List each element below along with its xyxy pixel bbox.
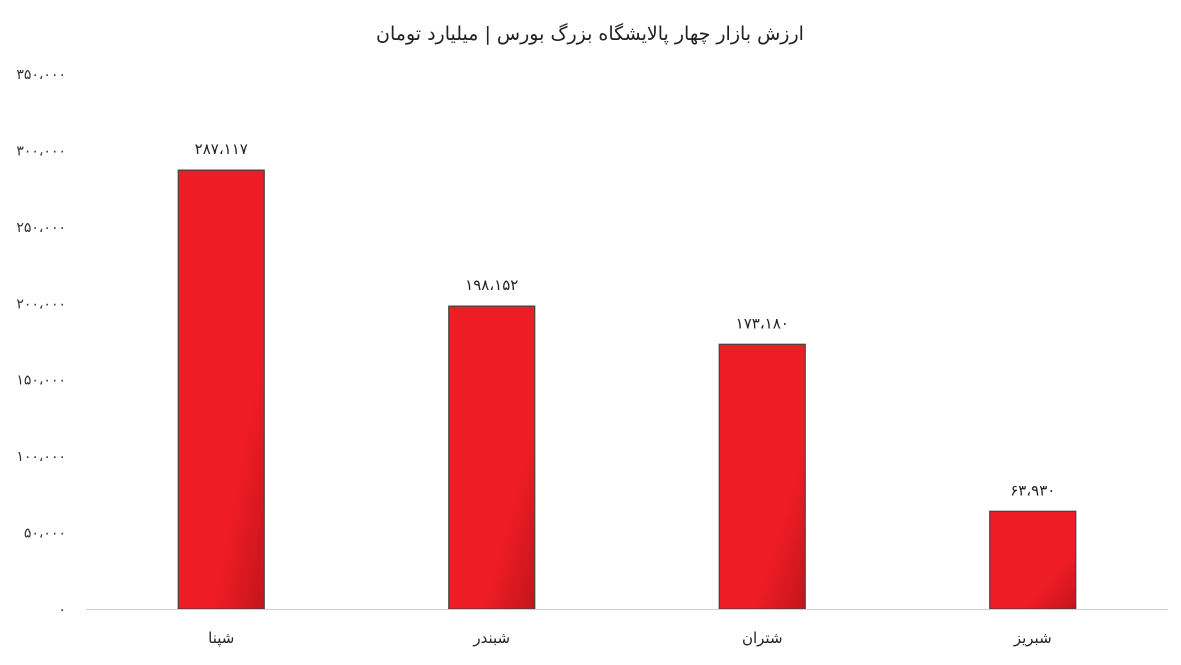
y-tick-label: ۳۵۰،۰۰۰ (16, 67, 66, 83)
y-tick-label: ۲۵۰،۰۰۰ (16, 220, 66, 236)
category-label: شتران (742, 629, 783, 647)
y-tick-label: ۰ (58, 602, 66, 618)
chart-title: ارزش بازار چهار پالایشگاه بزرگ بورس | می… (376, 22, 804, 45)
bar (989, 510, 1077, 610)
bar (718, 343, 806, 610)
y-tick-label: ۱۵۰،۰۰۰ (16, 373, 66, 389)
bar-data-label: ۱۹۸،۱۵۲ (465, 276, 518, 294)
y-tick-label: ۱۰۰،۰۰۰ (16, 449, 66, 465)
category-label: شبریز (1013, 629, 1052, 647)
bar-data-label: ۶۳،۹۳۰ (1010, 481, 1055, 499)
data-labels-group: ۲۸۷،۱۱۷ ۱۹۸،۱۵۲ ۱۷۳،۱۸۰ ۶۳،۹۳۰ (195, 140, 1056, 499)
y-tick-label: ۲۰۰،۰۰۰ (16, 296, 66, 312)
bar (448, 305, 536, 610)
bar (177, 169, 265, 610)
y-axis-tick-labels: ۰ ۵۰،۰۰۰ ۱۰۰،۰۰۰ ۱۵۰،۰۰۰ ۲۰۰،۰۰۰ ۲۵۰،۰۰۰ ۳۰۰،۰… (16, 67, 66, 618)
category-label: شپنا (208, 629, 234, 648)
category-label: شبندر (472, 629, 510, 647)
category-labels-group: شپنا شبندر شتران شبریز (208, 629, 1052, 648)
y-tick-label: ۳۰۰،۰۰۰ (16, 143, 66, 159)
bar-data-label: ۲۸۷،۱۱۷ (195, 140, 248, 158)
y-tick-label: ۵۰،۰۰۰ (24, 526, 66, 542)
bars-group (177, 169, 1077, 610)
bar-data-label: ۱۷۳،۱۸۰ (736, 314, 789, 332)
